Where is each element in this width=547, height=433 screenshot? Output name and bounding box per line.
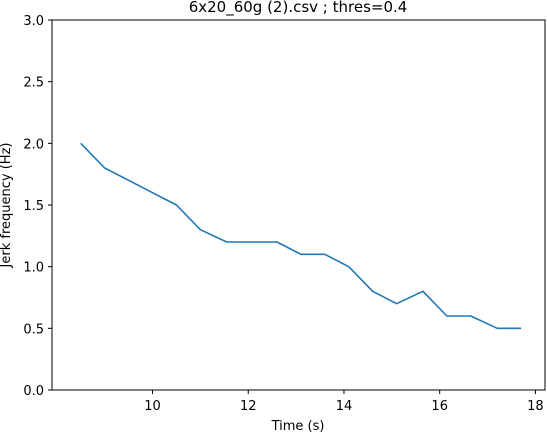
series-line — [80, 142, 522, 330]
y-tick-label: 1.5 — [23, 199, 44, 214]
y-tick-label: 1.0 — [23, 261, 44, 276]
x-tick-label: 10 — [144, 399, 161, 414]
x-tick-label: 12 — [240, 399, 257, 414]
chart-title: 6x20_60g (2).csv ; thres=0.4 — [189, 0, 408, 17]
series-layer — [80, 142, 522, 330]
y-axis-title: Jerk frequency (Hz) — [0, 143, 14, 269]
y-tick-label: 0.5 — [23, 322, 44, 337]
x-tick-label: 16 — [431, 399, 448, 414]
y-tick-label: 0.0 — [23, 384, 44, 399]
x-tick-label: 18 — [527, 399, 544, 414]
y-axis: 0.0 0.5 1.0 1.5 2.0 2.5 3.0 — [23, 14, 52, 399]
y-tick-label: 2.0 — [23, 137, 44, 152]
y-tick-label: 3.0 — [23, 14, 44, 29]
y-tick-label: 2.5 — [23, 76, 44, 91]
x-axis-title: Time (s) — [271, 419, 325, 433]
x-tick-label: 14 — [336, 399, 353, 414]
x-axis: 10 12 14 16 18 — [144, 390, 544, 414]
